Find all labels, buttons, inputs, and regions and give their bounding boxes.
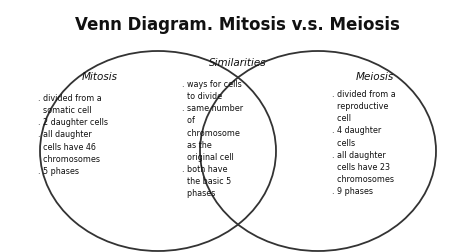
Text: . divided from a
  reproductive
  cell
. 4 daughter
  cells
. all daughter
  cel: . divided from a reproductive cell . 4 d… [332, 90, 396, 195]
Text: Meiosis: Meiosis [356, 72, 394, 82]
Text: Similarities: Similarities [209, 58, 267, 68]
Text: . divided from a
  somatic cell
. 2 daughter cells
. all daughter
  cells have 4: . divided from a somatic cell . 2 daught… [38, 94, 108, 175]
Text: Venn Diagram. Mitosis v.s. Meiosis: Venn Diagram. Mitosis v.s. Meiosis [74, 16, 400, 34]
Text: . ways for cells
  to divide
. same number
  of
  chromosome
  as the
  original: . ways for cells to divide . same number… [182, 80, 243, 198]
Text: Mitosis: Mitosis [82, 72, 118, 82]
